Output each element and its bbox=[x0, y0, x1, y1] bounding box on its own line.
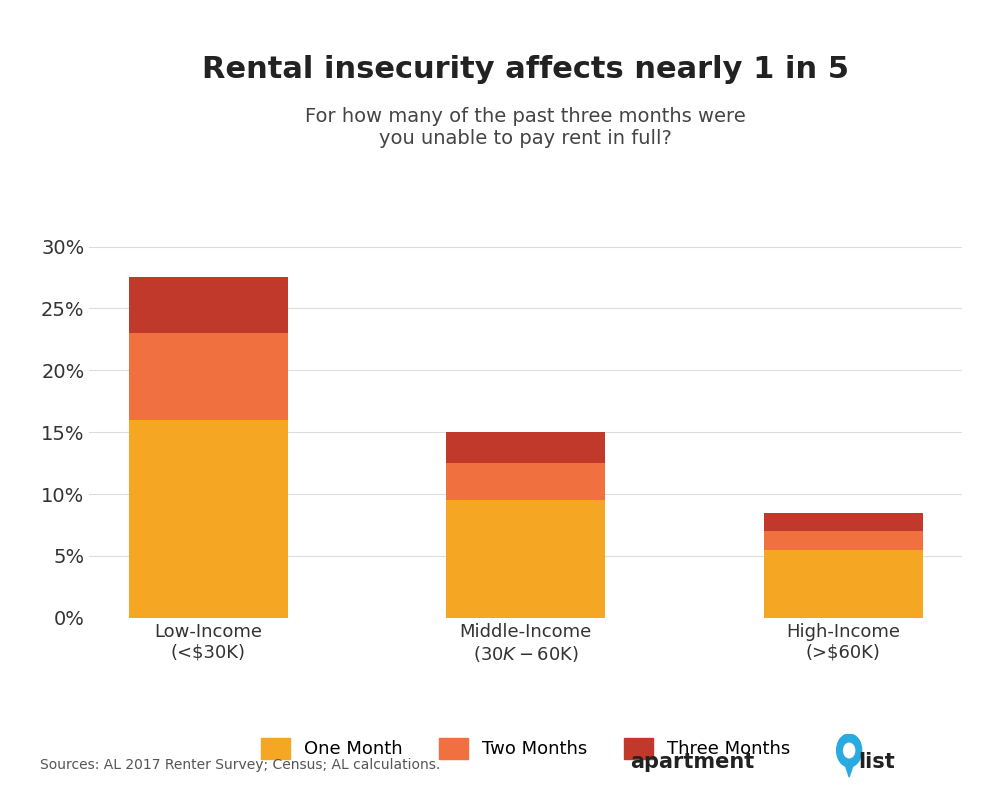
Bar bbox=[446, 432, 605, 463]
Text: Rental insecurity affects nearly 1 in 5: Rental insecurity affects nearly 1 in 5 bbox=[202, 55, 849, 85]
Polygon shape bbox=[836, 734, 862, 767]
Bar bbox=[446, 463, 605, 501]
Bar bbox=[129, 333, 288, 420]
Bar bbox=[129, 277, 288, 333]
Circle shape bbox=[843, 743, 855, 758]
Legend: One Month, Two Months, Three Months: One Month, Two Months, Three Months bbox=[261, 737, 791, 759]
Text: list: list bbox=[858, 752, 895, 772]
Polygon shape bbox=[838, 734, 860, 777]
Text: For how many of the past three months were
you unable to pay rent in full?: For how many of the past three months we… bbox=[306, 107, 746, 148]
Bar bbox=[764, 531, 923, 550]
Text: apartment: apartment bbox=[630, 752, 754, 772]
Bar bbox=[129, 420, 288, 618]
Text: Sources: AL 2017 Renter Survey; Census; AL calculations.: Sources: AL 2017 Renter Survey; Census; … bbox=[40, 758, 439, 772]
Bar bbox=[446, 501, 605, 618]
Bar bbox=[764, 550, 923, 618]
Bar bbox=[764, 512, 923, 531]
